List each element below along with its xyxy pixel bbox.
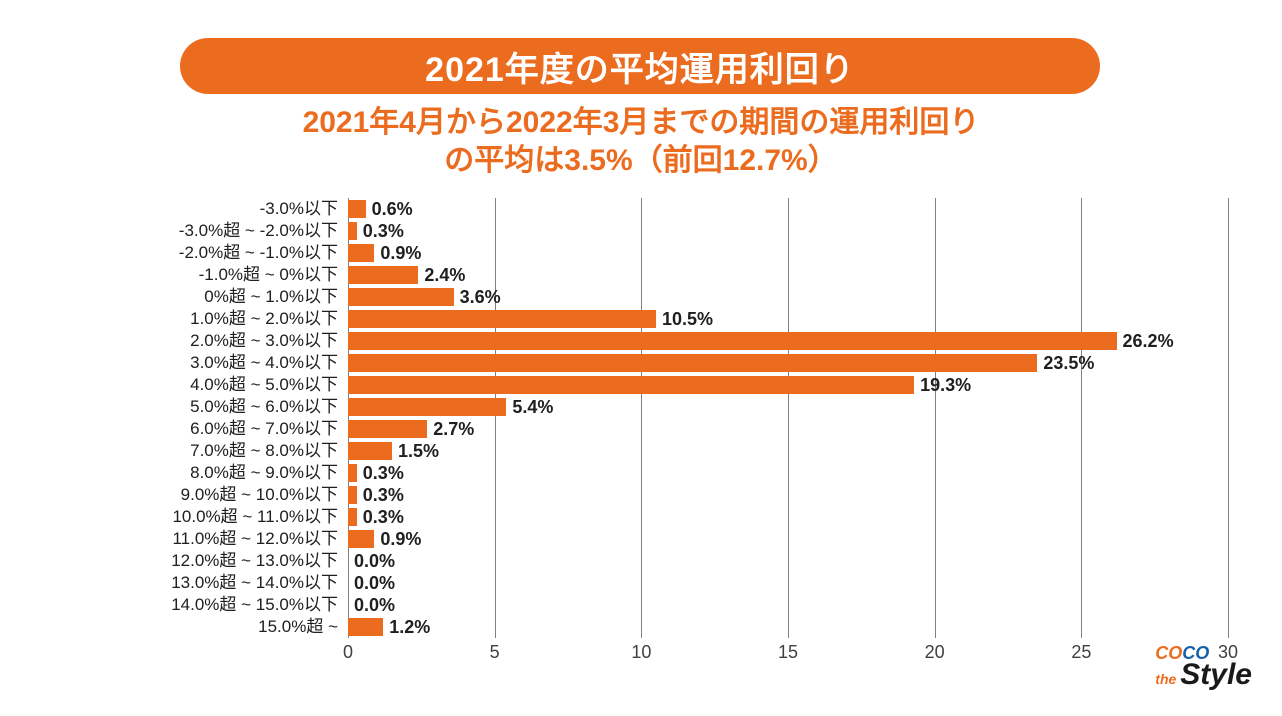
gridline — [1228, 198, 1229, 638]
chart-row: 9.0%超 ~ 10.0%以下0.3% — [348, 484, 1228, 506]
chart-row: 5.0%超 ~ 6.0%以下5.4% — [348, 396, 1228, 418]
category-label: 3.0%超 ~ 4.0%以下 — [58, 352, 338, 374]
chart-row: 13.0%超 ~ 14.0%以下0.0% — [348, 572, 1228, 594]
logo-the: the — [1155, 671, 1176, 687]
chart-row: -1.0%超 ~ 0%以下2.4% — [348, 264, 1228, 286]
value-label: 26.2% — [1123, 330, 1174, 352]
value-label: 5.4% — [512, 396, 553, 418]
category-label: 13.0%超 ~ 14.0%以下 — [58, 572, 338, 594]
value-label: 19.3% — [920, 374, 971, 396]
category-label: 14.0%超 ~ 15.0%以下 — [58, 594, 338, 616]
category-label: 2.0%超 ~ 3.0%以下 — [58, 330, 338, 352]
value-label: 0.6% — [372, 198, 413, 220]
category-label: 11.0%超 ~ 12.0%以下 — [58, 528, 338, 550]
bar — [348, 266, 418, 284]
category-label: 12.0%超 ~ 13.0%以下 — [58, 550, 338, 572]
yield-distribution-chart: 051015202530-3.0%以下0.6%-3.0%超 ~ -2.0%以下0… — [58, 198, 1228, 668]
chart-row: 15.0%超 ~1.2% — [348, 616, 1228, 638]
bar — [348, 244, 374, 262]
x-tick-label: 0 — [343, 642, 353, 663]
category-label: -3.0%超 ~ -2.0%以下 — [58, 220, 338, 242]
bar — [348, 376, 914, 394]
category-label: 1.0%超 ~ 2.0%以下 — [58, 308, 338, 330]
logo-line2: theStyle — [1155, 661, 1252, 688]
value-label: 0.9% — [380, 528, 421, 550]
bar — [348, 398, 506, 416]
bar — [348, 530, 374, 548]
bar — [348, 332, 1117, 350]
value-label: 3.6% — [460, 286, 501, 308]
value-label: 1.2% — [389, 616, 430, 638]
logo-style: Style — [1180, 658, 1252, 691]
value-label: 10.5% — [662, 308, 713, 330]
value-label: 1.5% — [398, 440, 439, 462]
bar — [348, 420, 427, 438]
category-label: 5.0%超 ~ 6.0%以下 — [58, 396, 338, 418]
subtitle-line1: 2021年4月から2022年3月までの期間の運用利回り — [303, 106, 980, 139]
category-label: 6.0%超 ~ 7.0%以下 — [58, 418, 338, 440]
chart-row: 11.0%超 ~ 12.0%以下0.9% — [348, 528, 1228, 550]
chart-row: 8.0%超 ~ 9.0%以下0.3% — [348, 462, 1228, 484]
bar — [348, 486, 357, 504]
chart-row: 3.0%超 ~ 4.0%以下23.5% — [348, 352, 1228, 374]
category-label: 4.0%超 ~ 5.0%以下 — [58, 374, 338, 396]
bar — [348, 200, 366, 218]
x-tick-label: 20 — [925, 642, 945, 663]
category-label: -1.0%超 ~ 0%以下 — [58, 264, 338, 286]
bar — [348, 442, 392, 460]
logo-coco-a: CO — [1155, 643, 1182, 663]
x-tick-label: 5 — [490, 642, 500, 663]
bar — [348, 288, 454, 306]
title-banner: 2021年度の平均運用利回り — [180, 38, 1100, 94]
value-label: 0.9% — [380, 242, 421, 264]
chart-row: 10.0%超 ~ 11.0%以下0.3% — [348, 506, 1228, 528]
chart-row: -3.0%超 ~ -2.0%以下0.3% — [348, 220, 1228, 242]
bar — [348, 618, 383, 636]
value-label: 0.3% — [363, 220, 404, 242]
value-label: 2.7% — [433, 418, 474, 440]
value-label: 0.3% — [363, 506, 404, 528]
x-tick-label: 10 — [631, 642, 651, 663]
value-label: 0.0% — [354, 594, 395, 616]
subtitle-line2: の平均は3.5%（前回12.7%） — [444, 144, 837, 177]
chart-row: 0%超 ~ 1.0%以下3.6% — [348, 286, 1228, 308]
category-label: 8.0%超 ~ 9.0%以下 — [58, 462, 338, 484]
category-label: -2.0%超 ~ -1.0%以下 — [58, 242, 338, 264]
bar — [348, 464, 357, 482]
value-label: 0.0% — [354, 572, 395, 594]
chart-row: 4.0%超 ~ 5.0%以下19.3% — [348, 374, 1228, 396]
chart-row: -3.0%以下0.6% — [348, 198, 1228, 220]
bar — [348, 508, 357, 526]
plot-area: 051015202530-3.0%以下0.6%-3.0%超 ~ -2.0%以下0… — [348, 198, 1228, 638]
value-label: 0.0% — [354, 550, 395, 572]
bar — [348, 354, 1037, 372]
value-label: 23.5% — [1043, 352, 1094, 374]
chart-row: 2.0%超 ~ 3.0%以下26.2% — [348, 330, 1228, 352]
bar — [348, 222, 357, 240]
category-label: -3.0%以下 — [58, 198, 338, 220]
chart-row: 14.0%超 ~ 15.0%以下0.0% — [348, 594, 1228, 616]
chart-row: 7.0%超 ~ 8.0%以下1.5% — [348, 440, 1228, 462]
category-label: 15.0%超 ~ — [58, 616, 338, 638]
category-label: 7.0%超 ~ 8.0%以下 — [58, 440, 338, 462]
brand-logo: COCO theStyle — [1155, 645, 1252, 688]
x-tick-label: 15 — [778, 642, 798, 663]
chart-row: 12.0%超 ~ 13.0%以下0.0% — [348, 550, 1228, 572]
subtitle: 2021年4月から2022年3月までの期間の運用利回り の平均は3.5%（前回1… — [0, 104, 1282, 179]
chart-row: 1.0%超 ~ 2.0%以下10.5% — [348, 308, 1228, 330]
value-label: 0.3% — [363, 462, 404, 484]
x-tick-label: 25 — [1071, 642, 1091, 663]
chart-row: -2.0%超 ~ -1.0%以下0.9% — [348, 242, 1228, 264]
value-label: 0.3% — [363, 484, 404, 506]
value-label: 2.4% — [424, 264, 465, 286]
category-label: 0%超 ~ 1.0%以下 — [58, 286, 338, 308]
category-label: 10.0%超 ~ 11.0%以下 — [58, 506, 338, 528]
category-label: 9.0%超 ~ 10.0%以下 — [58, 484, 338, 506]
title-text: 2021年度の平均運用利回り — [425, 42, 855, 91]
bar — [348, 310, 656, 328]
chart-row: 6.0%超 ~ 7.0%以下2.7% — [348, 418, 1228, 440]
